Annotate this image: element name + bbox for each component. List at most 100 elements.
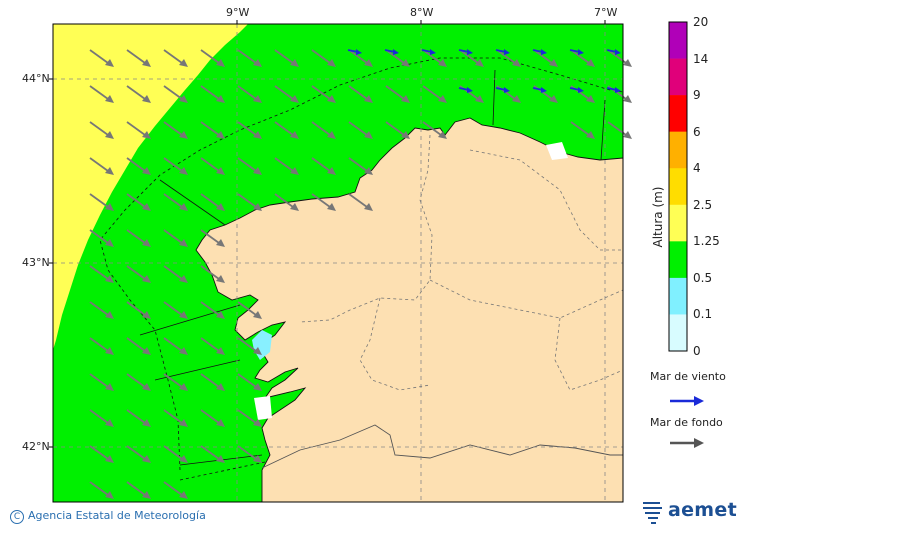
wind-sea-arrow — [347, 49, 362, 55]
swell-arrow — [311, 157, 336, 175]
swell-arrow — [274, 121, 299, 139]
swell-arrow — [163, 445, 188, 463]
swell-legend-arrow — [670, 438, 704, 448]
swell-arrow — [422, 49, 447, 67]
swell-arrow — [237, 445, 262, 463]
swell-arrow — [570, 49, 595, 67]
colorbar-segment — [669, 277, 687, 315]
axis-ticks — [49, 20, 606, 448]
swell-arrow — [163, 409, 188, 427]
wind-sea-arrow — [458, 87, 473, 93]
colorbar — [669, 22, 687, 352]
colorbar-title: Altura (m) — [651, 186, 665, 248]
swell-arrow — [200, 301, 225, 319]
wind-sea-arrow — [569, 87, 584, 93]
high-wave-zone — [53, 24, 248, 350]
swell-arrow — [496, 49, 521, 67]
swell-arrow — [89, 121, 114, 139]
swell-arrow — [274, 85, 299, 103]
swell-arrow — [89, 445, 114, 463]
swell-arrow — [200, 157, 225, 175]
colorbar-segment — [669, 131, 687, 169]
swell-arrow — [163, 49, 188, 67]
swell-arrow — [163, 229, 188, 247]
agency-name: Agencia Estatal de Meteorología — [28, 509, 206, 522]
swell-arrow — [533, 49, 558, 67]
colorbar-segment — [669, 204, 687, 242]
colorbar-tick: 2.5 — [693, 198, 713, 212]
aemet-logo-icon — [643, 502, 662, 524]
swell-arrow — [126, 121, 151, 139]
forecast-zone-boundaries — [99, 57, 624, 481]
swell-arrow — [348, 121, 373, 139]
wind-sea-arrow — [532, 87, 547, 93]
swell-arrow — [200, 229, 225, 247]
swell-arrow — [200, 121, 225, 139]
swell-arrow — [163, 193, 188, 211]
swell-arrow — [311, 85, 336, 103]
swell-arrow — [89, 337, 114, 355]
swell-arrow — [274, 193, 299, 211]
lon-label-9w: 9°W — [226, 6, 250, 19]
swell-arrow — [200, 373, 225, 391]
colorbar-tick: 4 — [693, 161, 701, 175]
swell-arrow — [200, 49, 225, 67]
swell-arrow — [459, 49, 484, 67]
graticule — [53, 24, 623, 502]
wind-sea-arrow — [569, 49, 584, 55]
colorbar-segment — [669, 95, 687, 132]
wind-sea-arrow — [495, 49, 510, 55]
swell-arrow — [348, 49, 373, 67]
swell-arrow — [348, 157, 373, 175]
swell-arrow — [126, 193, 151, 211]
swell-arrow — [89, 85, 114, 103]
swell-arrow — [163, 265, 188, 283]
colorbar-tick: 6 — [693, 125, 701, 139]
province-borders — [299, 134, 624, 391]
swell-arrow — [200, 85, 225, 103]
colorbar-tick: 9 — [693, 88, 701, 102]
swell-arrow — [237, 409, 262, 427]
swell-arrow — [200, 193, 225, 211]
swell-arrow — [89, 265, 114, 283]
swell-arrow — [126, 229, 151, 247]
wind-sea-arrow — [532, 49, 547, 55]
swell-arrow — [274, 49, 299, 67]
wind-sea-arrow — [606, 87, 621, 93]
swell-arrow — [237, 157, 262, 175]
swell-arrow — [126, 49, 151, 67]
swell-arrow — [126, 265, 151, 283]
swell-arrow — [126, 157, 151, 175]
swell-arrow — [89, 157, 114, 175]
swell-arrow — [126, 301, 151, 319]
colorbar-segment — [669, 241, 687, 279]
no-data-patch — [254, 396, 272, 420]
swell-arrow — [422, 85, 447, 103]
swell-arrow — [163, 85, 188, 103]
swell-legend-label: Mar de fondo — [650, 416, 723, 429]
swell-arrow — [89, 301, 114, 319]
colorbar-tick: 20 — [693, 15, 709, 29]
swell-arrow — [237, 121, 262, 139]
swell-arrow — [126, 337, 151, 355]
swell-arrow — [163, 337, 188, 355]
wind-sea-arrow — [458, 49, 473, 55]
swell-arrow — [163, 481, 188, 499]
wind-sea-legend-label: Mar de viento — [650, 370, 726, 383]
lat-label-43n: 43°N — [22, 256, 50, 269]
colorbar-segment — [669, 22, 687, 59]
swell-arrow — [89, 409, 114, 427]
swell-arrow — [237, 373, 262, 391]
aemet-logo-text: aemet — [668, 499, 737, 521]
swell-arrow — [163, 373, 188, 391]
colorbar-segment — [669, 58, 687, 96]
colorbar-tick: 1.25 — [693, 234, 720, 248]
swell-arrow — [385, 121, 410, 139]
no-data-patch — [546, 142, 568, 160]
wind-sea-arrow — [384, 49, 399, 55]
swell-arrow — [311, 121, 336, 139]
swell-arrow — [237, 193, 262, 211]
swell-arrow — [89, 193, 114, 211]
swell-arrow — [89, 373, 114, 391]
land-galicia — [195, 117, 624, 503]
